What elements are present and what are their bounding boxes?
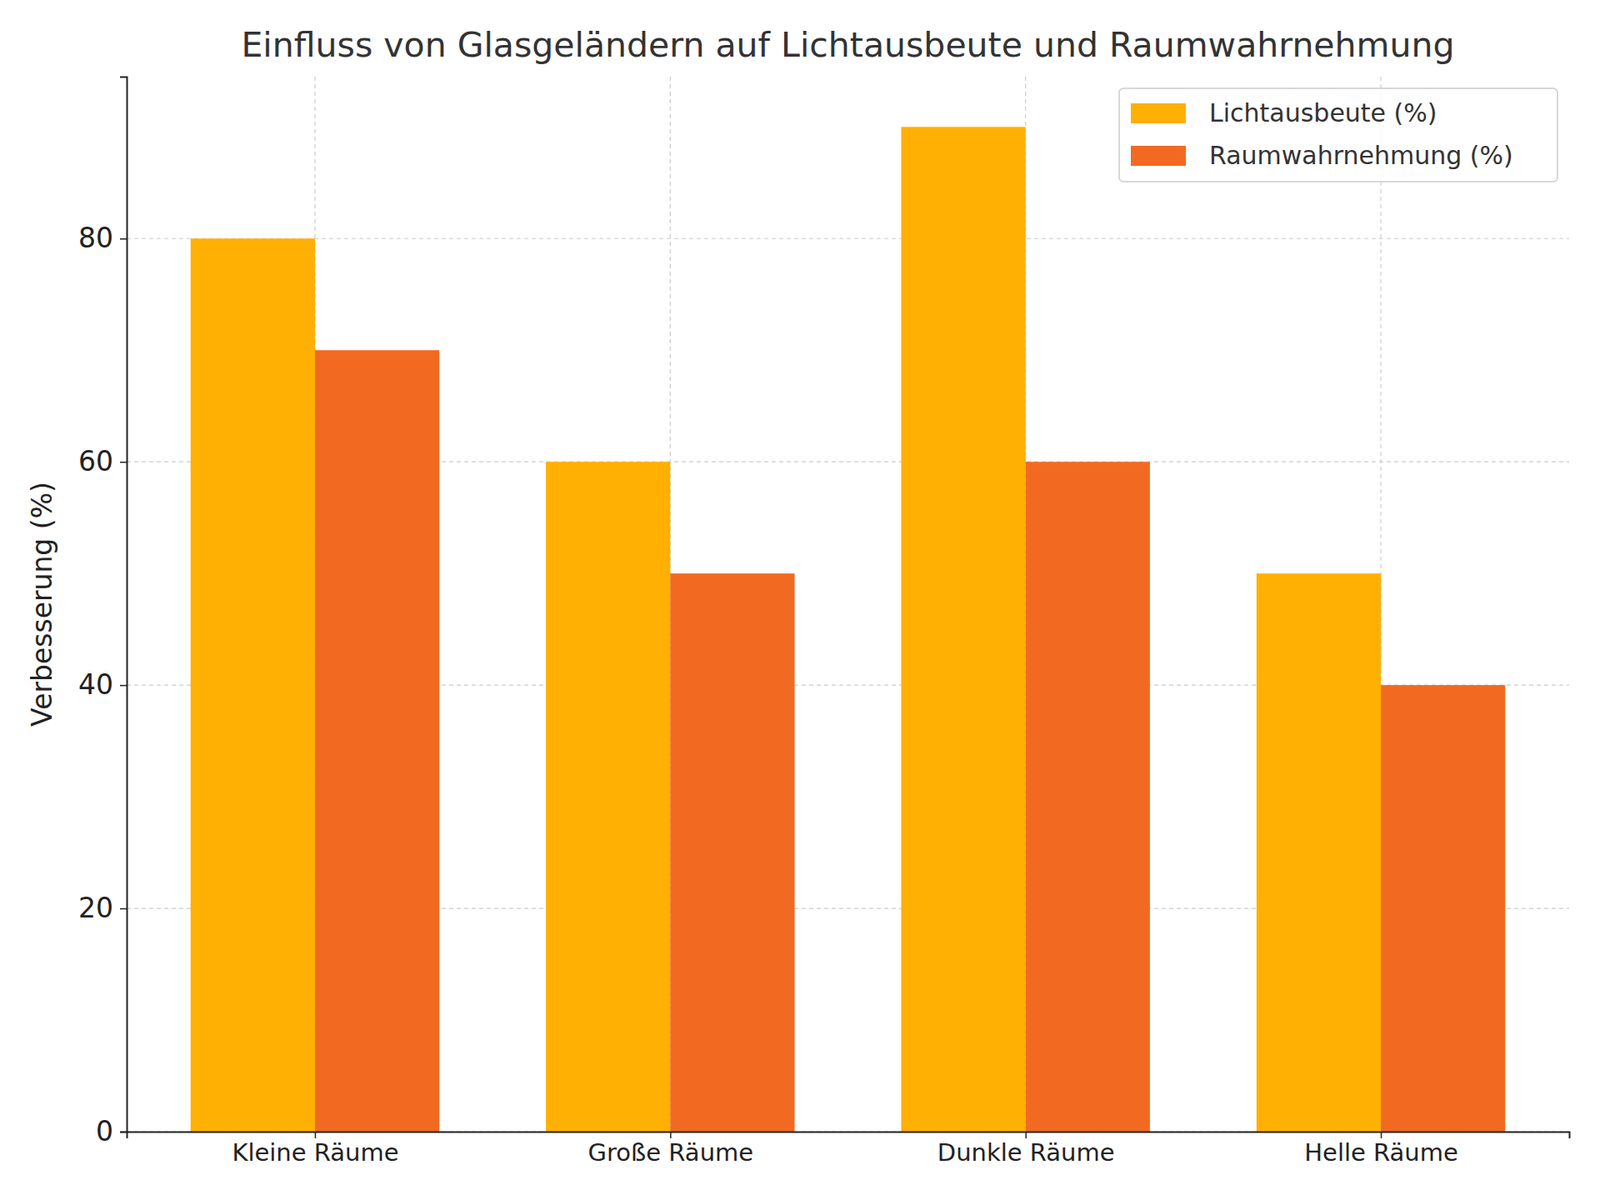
x-tick: Kleine Räume: [231, 1131, 399, 1167]
y-tick: 40: [78, 668, 127, 701]
x-tick: Helle Räume: [1304, 1131, 1459, 1167]
bars: [190, 126, 1506, 1132]
y-tick-mark: [120, 685, 127, 687]
legend-label: Lichtausbeute (%): [1209, 98, 1438, 128]
y-tick: 20: [78, 891, 127, 925]
bar: [545, 461, 670, 1132]
x-tick-label: Dunkle Räume: [937, 1138, 1115, 1167]
y-tick-mark: [120, 1131, 127, 1134]
legend-entry: Lichtausbeute (%): [1130, 98, 1438, 128]
bar: [1025, 461, 1150, 1132]
y-tick-mark: [120, 461, 127, 464]
y-axis-title: Verbesserung (%): [25, 481, 59, 727]
legend-label: Raumwahrnehmung (%): [1209, 140, 1514, 170]
bar: [190, 238, 315, 1132]
y-tick: 60: [78, 445, 127, 478]
y-tick-label: 60: [78, 445, 114, 478]
legend: Lichtausbeute (%) Raumwahrnehmung (%): [1119, 88, 1558, 182]
x-tick-label: Helle Räume: [1304, 1138, 1459, 1167]
plot: 0 20 40 60 80 Kleine Räume Große Räume Dunkle R…: [78, 76, 1570, 1167]
x-tick-label: Große Räume: [588, 1138, 755, 1167]
bar: [1380, 685, 1505, 1132]
x-axis: Kleine Räume Große Räume Dunkle Räume Helle…: [127, 1131, 1570, 1167]
legend-entry: Raumwahrnehmung (%): [1130, 140, 1514, 170]
chart: 0 20 40 60 80 Kleine Räume Große Räume Dunkle R…: [0, 0, 1600, 1200]
y-tick-label: 20: [78, 891, 114, 925]
legend-swatch: [1130, 145, 1186, 166]
legend-swatch: [1130, 103, 1186, 124]
grid: [126, 76, 1570, 1132]
bar: [315, 350, 440, 1132]
y-tick-label: 40: [78, 668, 114, 701]
x-tick: Große Räume: [588, 1131, 755, 1167]
bar: [670, 573, 795, 1132]
title: Einfluss von Glasgeländern auf Lichtausb…: [240, 25, 1455, 65]
y-tick-mark: [120, 908, 127, 910]
y-tick-mark: [120, 238, 127, 240]
y-tick: 0: [95, 1115, 127, 1148]
y-tick-label: 80: [78, 221, 114, 255]
y-tick-label: 0: [95, 1115, 114, 1148]
y-axis: 0 20 40 60 80: [78, 77, 128, 1149]
bar: [900, 126, 1025, 1132]
y-tick: 80: [78, 221, 127, 255]
x-tick: Dunkle Räume: [937, 1131, 1115, 1167]
y-axis-line: [120, 77, 128, 1133]
grid-line: [126, 238, 1570, 240]
bar: [1256, 573, 1381, 1132]
x-tick-label: Kleine Räume: [231, 1138, 399, 1167]
legend-frame: [1119, 88, 1558, 182]
